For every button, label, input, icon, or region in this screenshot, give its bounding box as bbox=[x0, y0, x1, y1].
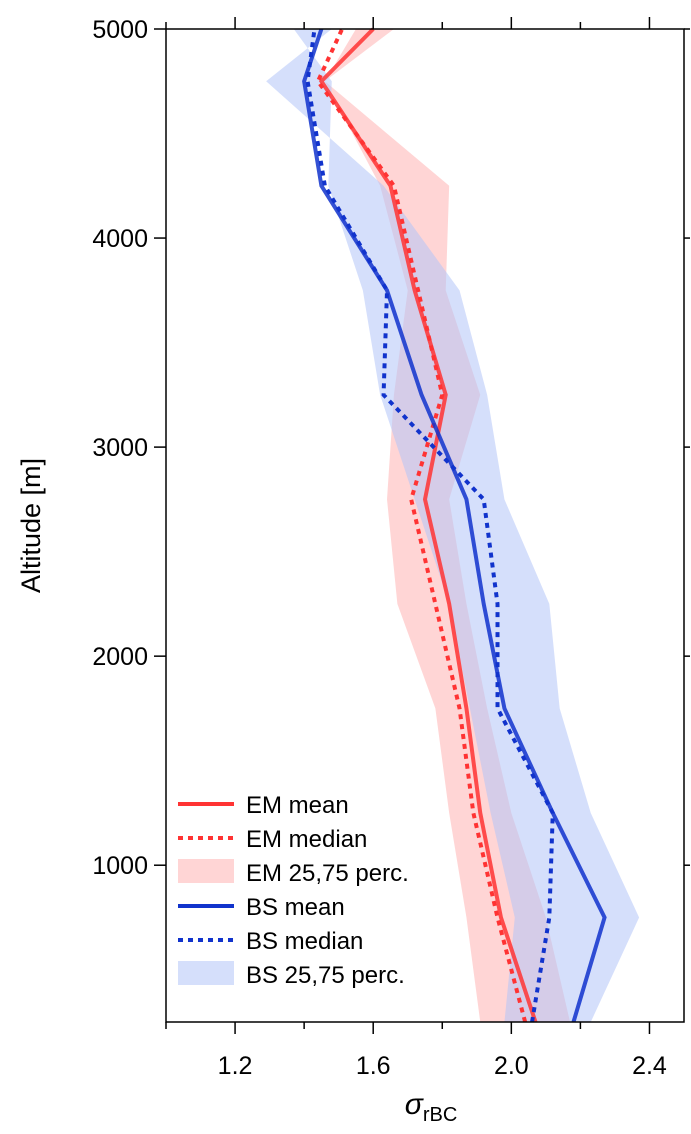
percentile-bands bbox=[266, 29, 640, 1022]
x-axis-label-symbol: σ bbox=[405, 1088, 425, 1121]
axis-ticks bbox=[154, 17, 690, 1034]
line-bs-median bbox=[305, 28, 555, 1023]
line-em-median bbox=[315, 28, 528, 1023]
y-tick-label: 2000 bbox=[92, 643, 148, 671]
legend-label: EM mean bbox=[246, 792, 349, 819]
x-tick-label: 1.6 bbox=[356, 1052, 391, 1080]
legend-swatch bbox=[178, 859, 234, 883]
x-axis-label: σrBC bbox=[405, 1088, 458, 1126]
x-tick-label: 2.0 bbox=[494, 1052, 529, 1080]
y-axis-label: Altitude [m] bbox=[16, 458, 46, 593]
y-tick-label: 3000 bbox=[92, 434, 148, 462]
legend-item-bs-mean: BS mean bbox=[178, 894, 345, 921]
line-bs-mean bbox=[302, 28, 607, 1023]
x-tick-label: 2.4 bbox=[632, 1052, 667, 1080]
y-tick-label: 4000 bbox=[92, 225, 148, 253]
legend-item-em-median: EM median bbox=[178, 826, 367, 853]
x-tick-label: 1.2 bbox=[218, 1052, 253, 1080]
legend-item-em-25-75-perc: EM 25,75 perc. bbox=[178, 859, 409, 887]
band-bs-25-75-perc bbox=[266, 29, 640, 1022]
legend-label: BS median bbox=[246, 928, 363, 955]
y-tick-label: 5000 bbox=[92, 16, 148, 44]
legend: EM mean EM median EM 25,75 perc. BS mean BS … bbox=[178, 792, 409, 989]
tick-labels: 1.2 1.6 2.0 2.4 1000 2000 3000 4000 5000 bbox=[92, 16, 667, 1080]
series-lines bbox=[302, 27, 607, 1023]
plot-area-frame bbox=[165, 28, 685, 1023]
legend-label: EM 25,75 perc. bbox=[246, 860, 409, 887]
y-tick-label: 1000 bbox=[92, 852, 148, 880]
legend-label: BS mean bbox=[246, 894, 345, 921]
legend-item-bs-25-75-perc: BS 25,75 perc. bbox=[178, 961, 405, 989]
legend-item-bs-median: BS median bbox=[178, 928, 363, 955]
legend-label: EM median bbox=[246, 826, 367, 853]
legend-swatch bbox=[178, 961, 234, 985]
legend-label: BS 25,75 perc. bbox=[246, 962, 405, 989]
x-axis-label-subscript: rBC bbox=[423, 1104, 457, 1126]
legend-item-em-mean: EM mean bbox=[178, 792, 349, 819]
